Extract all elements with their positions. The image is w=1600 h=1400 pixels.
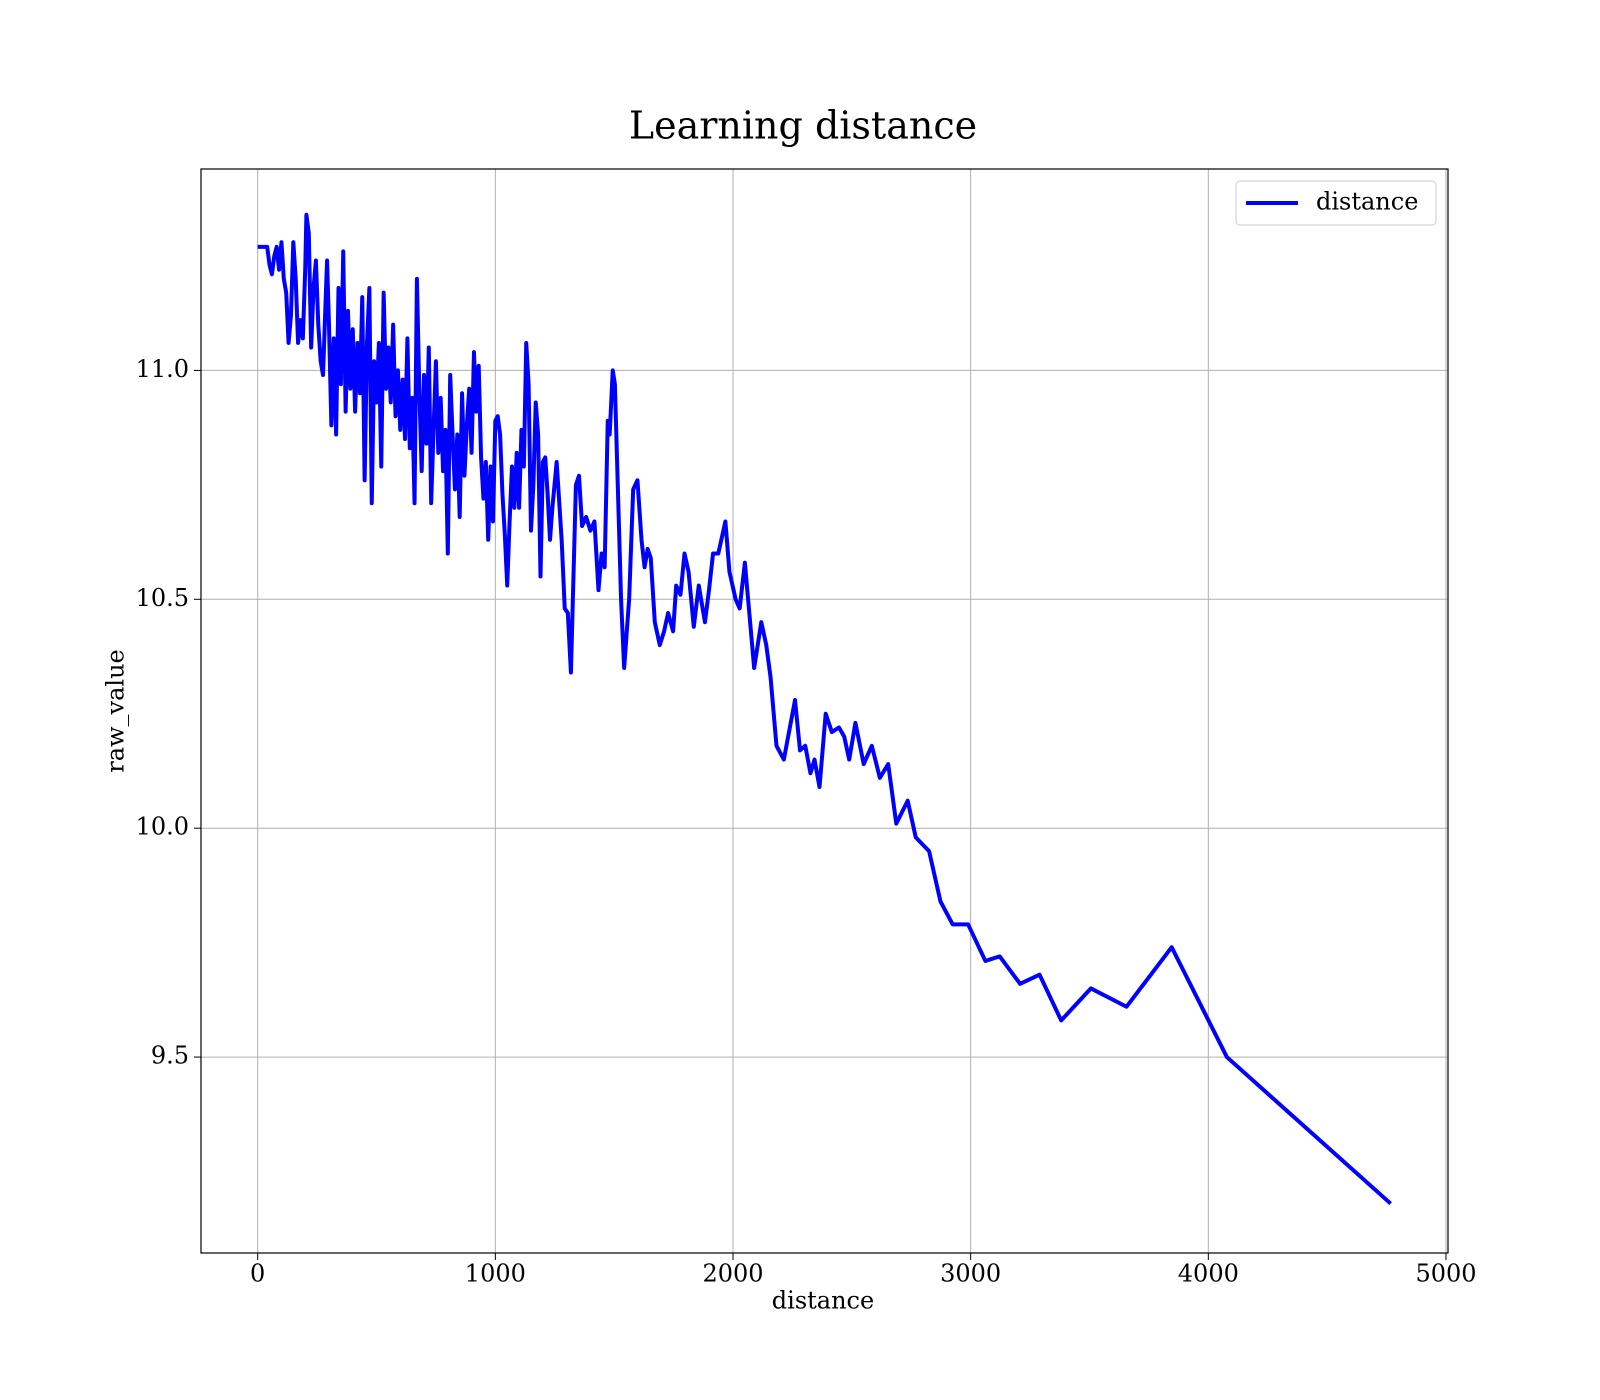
y-axis-label: raw_value [102,649,130,773]
plot-frame [200,168,1449,1254]
x-tick-label: 4000 [1178,1260,1239,1288]
legend-box [1235,180,1437,226]
chart-title: Learning distance [629,104,977,148]
x-tick-label: 1000 [465,1260,526,1288]
y-tick-label: 11.0 [136,355,189,383]
x-axis-label: distance [772,1287,874,1315]
x-tick-label: 0 [250,1260,265,1288]
x-tick-label: 2000 [702,1260,763,1288]
x-tick-label: 5000 [1415,1260,1476,1288]
y-tick-label: 10.0 [136,813,189,841]
legend-label: distance [1316,188,1418,216]
line [257,212,1392,1206]
x-tick-label: 3000 [940,1260,1001,1288]
y-tick-label: 9.5 [151,1042,189,1070]
y-tick-label: 10.5 [136,584,189,612]
